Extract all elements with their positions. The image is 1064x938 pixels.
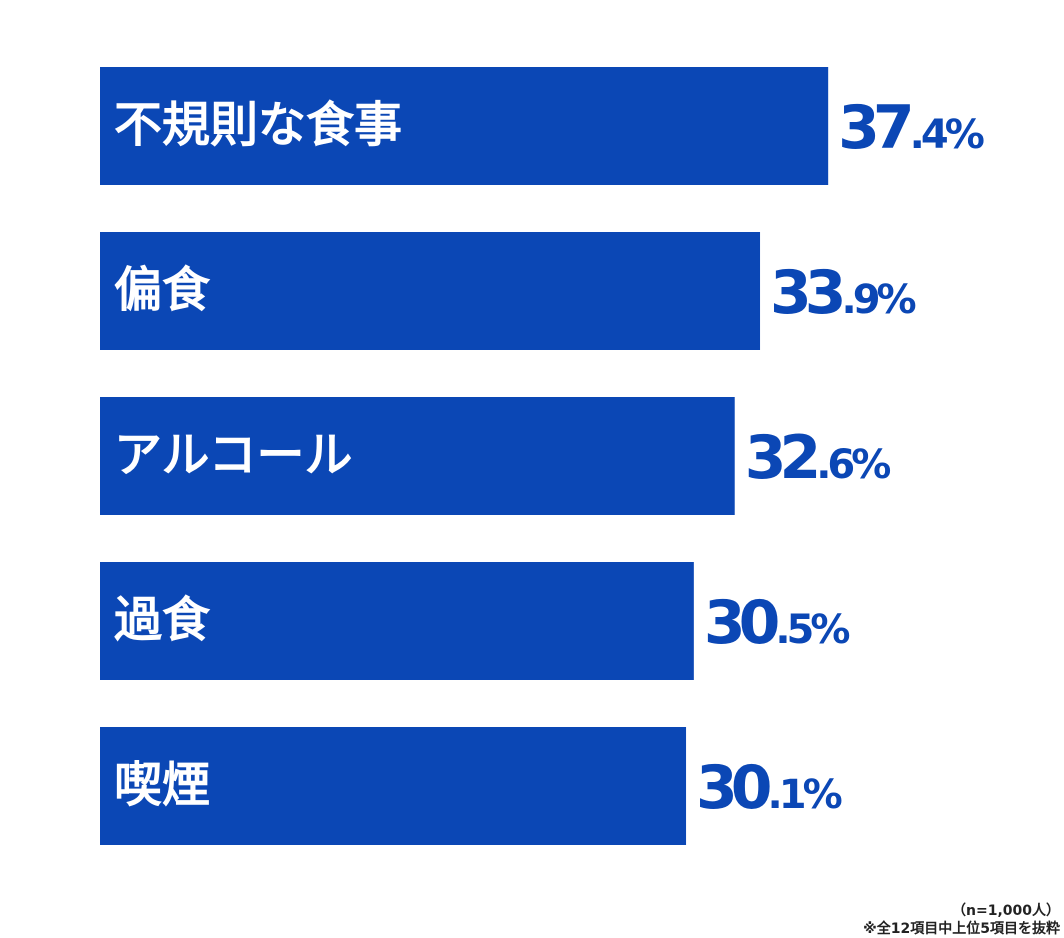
- sample-size-note: （n=1,000人）: [952, 903, 1060, 919]
- bar-group: 喫煙 30.1%: [100, 727, 846, 845]
- bar: [100, 727, 687, 845]
- bar-category-label: アルコール: [114, 427, 353, 483]
- source-note: ※全12項目中上位5項目を抜粋: [863, 921, 1060, 937]
- bar: [100, 397, 735, 515]
- bar-category-label: 偏食: [114, 262, 211, 318]
- bar-group: 過食 30.5%: [100, 562, 853, 680]
- bar-group: 不規則な食事 37.4%: [100, 67, 988, 185]
- bar-value-label: 32.6%: [745, 423, 891, 493]
- bar-value-label: 30.5%: [704, 588, 850, 658]
- bar-group: アルコール 32.6%: [100, 397, 894, 515]
- bar-category-label: 喫煙: [114, 757, 210, 813]
- bar: [100, 562, 694, 680]
- bar-value-label: 33.9%: [770, 258, 916, 328]
- bar: [100, 232, 761, 350]
- bar-category-label: 不規則な食事: [114, 97, 402, 153]
- bar-category-label: 過食: [114, 592, 211, 648]
- bar-value-label: 30.1%: [696, 753, 842, 823]
- bar-value-label: 37.4%: [838, 93, 984, 163]
- bar: [100, 67, 829, 185]
- bar-group: 偏食 33.9%: [100, 232, 920, 350]
